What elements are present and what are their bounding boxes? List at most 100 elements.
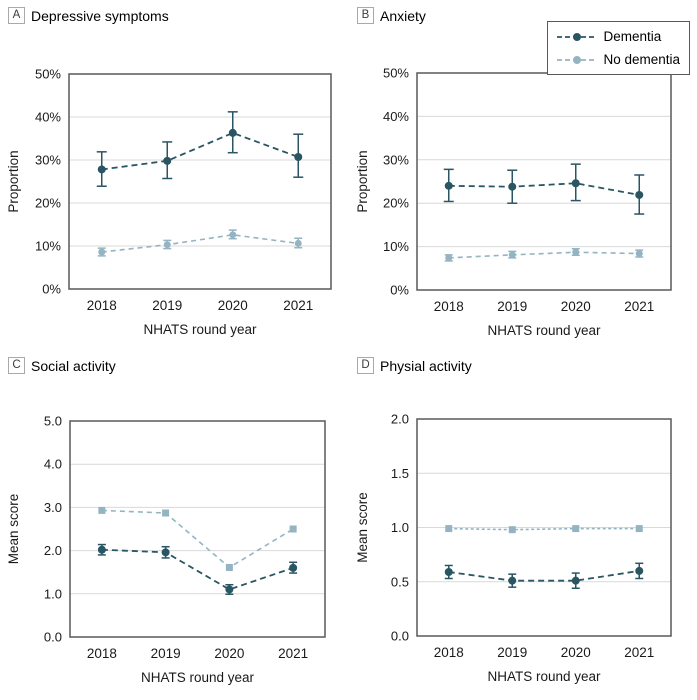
panel-title-text: Physial activity [380,357,472,374]
chart-depressive-symptoms: 0% 10% 20% 30% 40% 50% 2018 2019 2020 2021 NHATS r… [6,67,332,338]
series-dementia [444,562,644,590]
data-point-marker [294,239,302,247]
y-tick-label: 30% [35,153,61,168]
y-axis-title: Proportion [6,150,21,212]
x-tick-label: 2021 [624,645,654,660]
legend-dementia-line-icon [557,32,598,41]
plot-border [69,420,326,638]
x-axis-title: NHATS round year [143,322,257,337]
panel-title-text: Anxiety [380,7,426,24]
y-tick-label: 30% [383,152,409,167]
series-dementia [443,163,645,215]
data-point-marker [163,156,172,165]
y-tick-label: 3.0 [44,500,62,515]
panel-title: D Physial activity [357,357,472,374]
y-tick-label: 50% [383,66,409,81]
data-point-marker [572,525,580,533]
x-tick-label: 2020 [214,646,244,661]
y-tick-label: 1.0 [391,520,409,535]
data-point-marker [97,545,106,554]
y-tick-label: 50% [35,67,61,82]
y-tick-label: 1.0 [44,586,62,601]
data-point-marker [98,248,106,256]
gridlines [417,472,671,583]
panel-title: B Anxiety [357,7,426,24]
series-no-dementia [98,506,297,571]
data-point-marker [508,526,516,534]
x-tick-label: 2018 [87,298,117,313]
data-point-marker [289,525,297,533]
data-point-marker [508,251,516,259]
x-tick-label: 2019 [151,646,181,661]
gridlines [417,115,671,248]
x-tick-label: 2019 [497,299,527,314]
data-point-marker [289,563,298,572]
chart-anxiety: 0% 10% 20% 30% 40% 50% 2018 2019 2020 2021 NHATS r… [355,66,672,339]
chart-social-activity: 0.0 1.0 2.0 3.0 4.0 5.0 2018 2019 2020 2021 NHATS … [6,414,326,686]
y-tick-label: 10% [383,239,409,254]
x-tick-label: 2019 [497,645,527,660]
series-line [101,509,294,569]
panel-depressive-symptoms: A Depressive symptoms 0% 10% 20% 30% 40% 50% 2… [0,0,348,350]
series-line [101,548,294,591]
axis-labels: 0% 10% 20% 30% 40% 50% 2018 2019 2020 2021 NHATS r… [6,67,313,338]
x-axis-title: NHATS round year [141,670,255,685]
y-axis-title: Proportion [355,150,370,212]
legend-sample-marker [573,55,582,64]
x-tick-label: 2018 [434,645,464,660]
data-point-marker [444,567,453,576]
panel-physical-activity: D Physial activity 0.0 0.5 1.0 1.5 2.0 2018 20… [349,350,697,700]
panel-social-activity: C Social activity 0.0 1.0 2.0 3.0 4.0 5.0 2018… [0,350,348,700]
y-axis-title: Mean score [6,494,21,565]
chart-legend: Dementia No dementia [547,21,690,75]
y-tick-label: 0% [390,283,409,298]
series-line [448,182,640,196]
x-tick-label: 2021 [283,298,313,313]
data-point-marker [635,190,644,199]
panel-title-text: Social activity [31,357,116,374]
data-point-marker [508,576,517,585]
series-dementia [96,111,304,187]
data-point-marker [508,182,517,191]
panel-letter-badge: B [357,7,374,24]
data-point-marker [98,506,106,514]
panel-anxiety: B Anxiety 0% 10% 20% 30% 40% 50% 2018 2019 2020 2… [349,0,697,350]
data-point-marker [225,585,234,594]
legend-label: Dementia [603,29,662,44]
data-point-marker [635,566,644,575]
chart-physical-activity: 0.0 0.5 1.0 1.5 2.0 2018 2019 2020 2021 NHATS rou… [355,412,672,685]
data-point-marker [161,548,170,557]
panel-letter-badge: C [8,357,25,374]
legend-label: No dementia [603,52,680,67]
data-point-marker [571,576,580,585]
series-dementia [97,543,298,595]
data-point-marker [571,179,580,188]
y-tick-label: 0.0 [44,630,62,645]
series-no-dementia [445,525,643,534]
series-line [101,131,299,171]
data-point-marker [445,525,453,533]
axis-labels: 0.0 0.5 1.0 1.5 2.0 2018 2019 2020 2021 NHATS rou… [355,412,654,685]
axis-labels: 0% 10% 20% 30% 40% 50% 2018 2019 2020 2021 NHATS r… [355,66,654,339]
y-tick-label: 10% [35,239,61,254]
series-line [448,570,640,582]
panel-letter-badge: D [357,357,374,374]
series-no-dementia [444,248,644,262]
y-tick-label: 40% [35,110,61,125]
series-line [448,251,640,259]
data-point-marker [572,248,580,256]
x-tick-label: 2021 [624,299,654,314]
x-tick-label: 2021 [278,646,308,661]
data-point-marker [97,165,106,174]
axis-labels: 0.0 1.0 2.0 3.0 4.0 5.0 2018 2019 2020 2021 NHATS … [6,414,308,686]
series-line [101,234,299,253]
plot-border [416,72,672,291]
data-point-marker [445,254,453,262]
y-tick-label: 1.5 [391,466,409,481]
series-line [448,527,640,531]
series-no-dementia [97,229,303,257]
legend-no-dementia-line-icon [557,55,598,64]
panel-letter-badge: A [8,7,25,24]
y-tick-label: 5.0 [44,414,62,429]
data-point-marker [225,563,233,571]
